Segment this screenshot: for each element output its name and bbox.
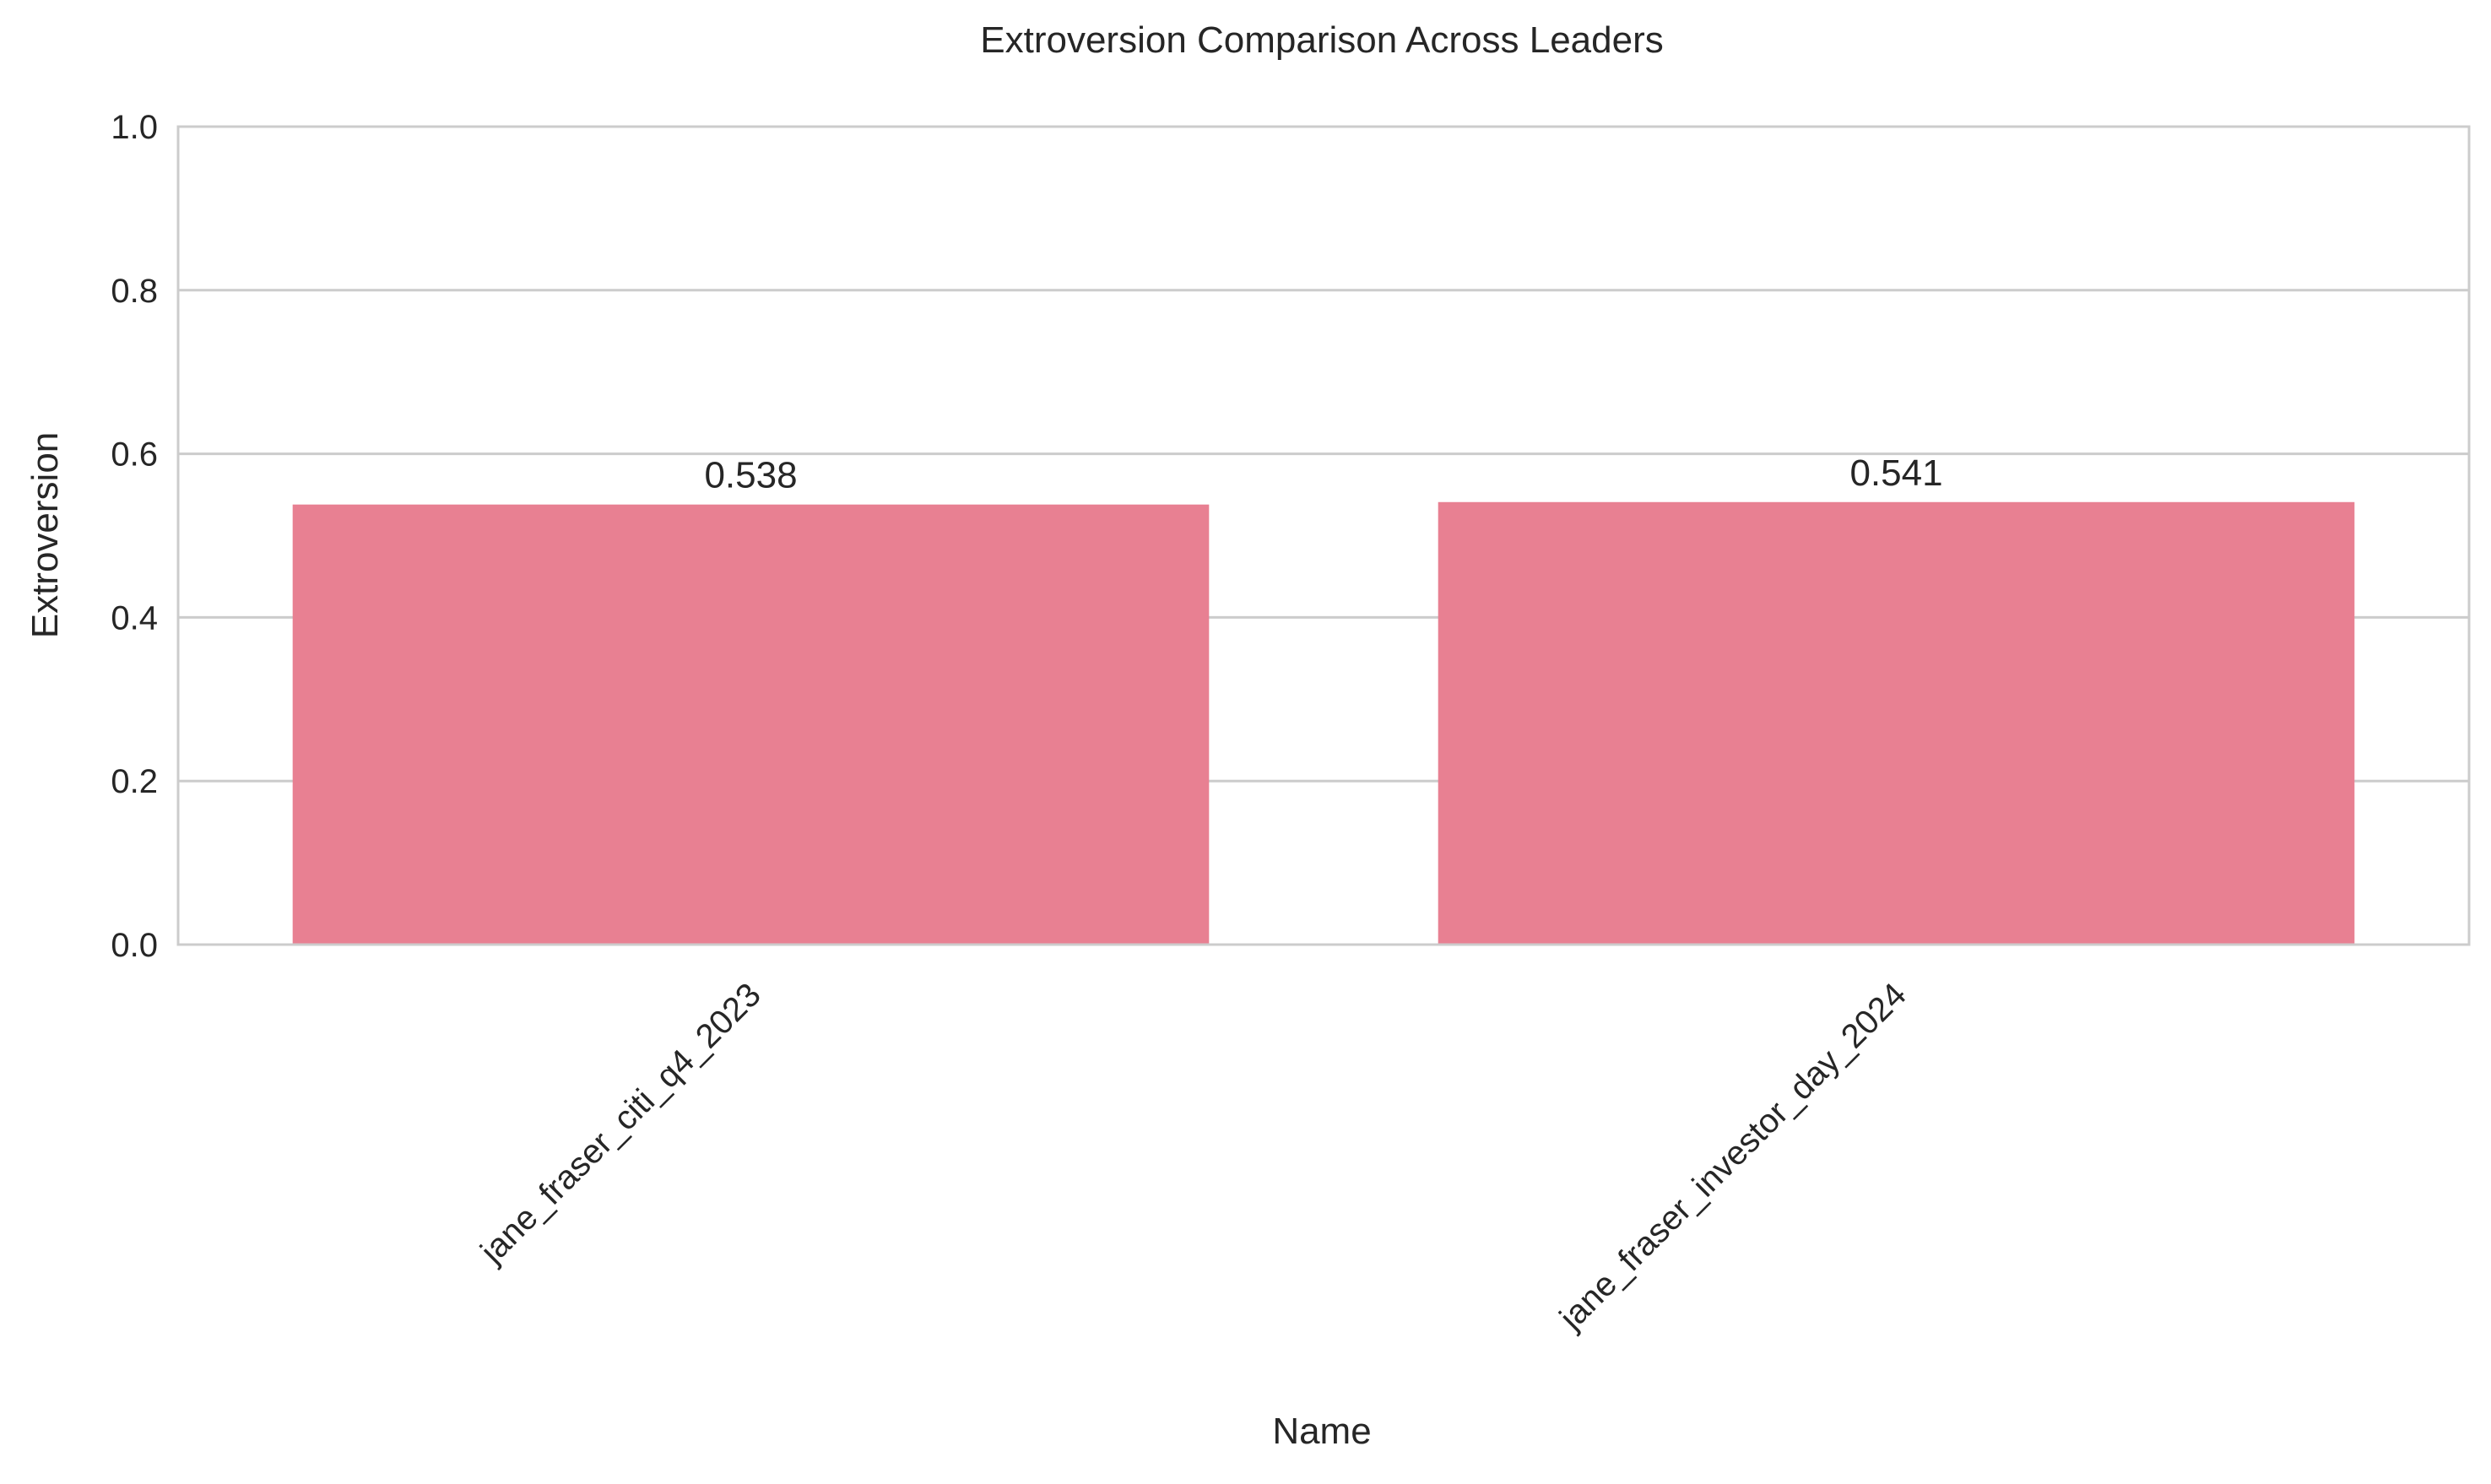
value-labels: 0.538 0.541 [704,452,1942,496]
y-tick-label: 0.8 [111,273,158,310]
y-axis-label: Extroversion [24,432,66,639]
x-tick-label-jane_fraser_investor_day_2024: jane_fraser_investor_day_2024 [1552,976,1914,1337]
bar-jane_fraser_investor_day_2024 [1438,501,2355,945]
bar-jane_fraser_citi_q4_2023 [292,504,1210,945]
y-tick-label: 0.4 [111,599,158,636]
x-axis-label: Name [1272,1411,1371,1452]
y-tick-label: 0.6 [111,436,158,474]
bars-layer [292,501,2355,945]
plot-frame [176,125,2471,946]
y-tick-label: 1.0 [111,109,158,146]
chart-title: Extroversion Comparison Across Leaders [980,19,1663,61]
value-label-jane_fraser_investor_day_2024: 0.541 [1849,452,1942,494]
y-tick-labels: 0.0 0.2 0.4 0.6 0.8 1.0 [111,109,158,964]
x-tick-label-jane_fraser_citi_q4_2023: jane_fraser_citi_q4_2023 [473,976,767,1270]
x-tick-labels: jane_fraser_citi_q4_2023 jane_fraser_inve… [473,976,1913,1337]
y-tick-label: 0.2 [111,763,158,800]
y-tick-label: 0.0 [111,927,158,964]
value-label-jane_fraser_citi_q4_2023: 0.538 [704,455,797,496]
